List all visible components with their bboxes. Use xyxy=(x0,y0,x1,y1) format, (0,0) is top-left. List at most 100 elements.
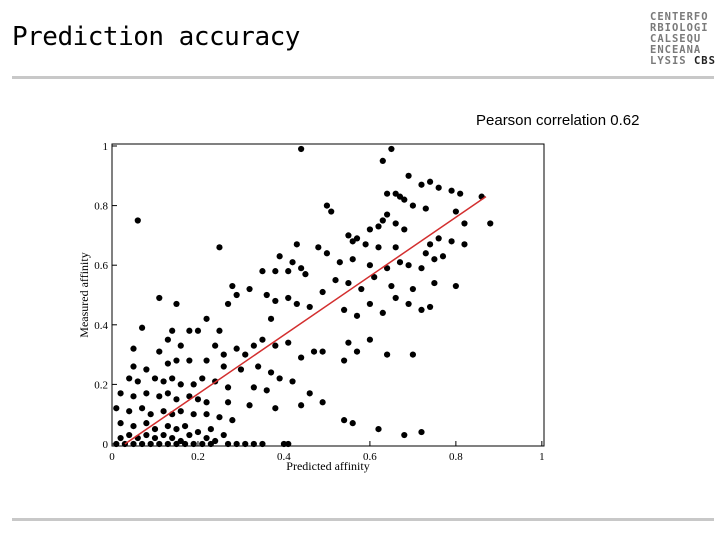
data-point xyxy=(448,187,455,194)
data-point xyxy=(233,440,240,448)
data-point xyxy=(229,417,236,424)
data-point xyxy=(388,145,395,153)
data-point xyxy=(418,428,425,436)
data-point xyxy=(349,420,356,427)
y-tick-label: 1 xyxy=(103,141,109,153)
data-point xyxy=(272,342,279,349)
data-point xyxy=(151,375,159,382)
data-point xyxy=(177,408,184,415)
data-point xyxy=(379,157,386,164)
data-point xyxy=(216,414,223,421)
data-point xyxy=(435,235,442,242)
data-point xyxy=(392,244,399,251)
data-points xyxy=(113,145,494,448)
data-point xyxy=(298,145,305,153)
data-point xyxy=(190,440,197,448)
data-point xyxy=(143,420,150,427)
data-point xyxy=(246,402,253,409)
x-tick-label: 1 xyxy=(539,451,545,463)
data-point xyxy=(212,342,219,349)
data-point xyxy=(164,440,171,448)
data-point xyxy=(272,268,279,275)
data-point xyxy=(177,342,184,349)
data-point xyxy=(143,390,150,397)
data-point xyxy=(190,381,197,388)
data-point xyxy=(366,226,374,233)
data-point xyxy=(272,297,279,305)
logo-line-last: LYSIS xyxy=(650,55,694,67)
data-point xyxy=(224,399,232,406)
data-point xyxy=(353,348,361,355)
x-tick-label: 0.2 xyxy=(191,451,205,463)
data-point xyxy=(130,423,137,430)
x-axis: 0 0.2 0.4 0.6 0.8 1 xyxy=(109,441,545,463)
data-point xyxy=(199,375,206,382)
data-point xyxy=(203,357,210,364)
data-point xyxy=(401,226,408,233)
logo-brand: CBS xyxy=(693,55,716,67)
x-tick-label: 0.4 xyxy=(277,451,291,463)
data-point xyxy=(461,220,468,227)
data-point xyxy=(207,426,214,433)
data-point xyxy=(379,309,386,316)
data-point xyxy=(452,282,459,290)
cbs-logo: CENTERFO RBIOLOGI CALSEQU ENCEANA LYSIS … xyxy=(650,12,716,67)
data-point xyxy=(285,339,292,346)
x-axis-label: Predicted affinity xyxy=(286,459,369,473)
data-point xyxy=(134,217,141,224)
data-point xyxy=(358,285,365,293)
data-point xyxy=(439,253,447,260)
logo-line: ENCEANA xyxy=(650,44,702,56)
data-point xyxy=(224,384,232,391)
y-axis-label: Measured affinity xyxy=(77,252,91,337)
data-point xyxy=(349,256,356,263)
data-point xyxy=(383,190,391,197)
pearson-correlation-label: Pearson correlation 0.62 xyxy=(476,112,640,129)
data-point xyxy=(285,440,292,448)
data-point xyxy=(426,303,434,311)
data-point xyxy=(388,282,395,290)
data-point xyxy=(203,315,210,322)
data-point xyxy=(126,375,133,382)
y-tick-label: 0 xyxy=(103,439,109,451)
logo-line: RBIOLOGI xyxy=(650,22,709,34)
data-point xyxy=(164,423,171,430)
data-point xyxy=(409,202,416,209)
data-point xyxy=(164,360,171,367)
fit-line xyxy=(124,196,487,445)
data-point xyxy=(401,196,408,203)
data-point xyxy=(246,285,253,293)
data-point xyxy=(169,327,176,334)
data-point xyxy=(242,351,249,358)
y-axis: 0 0.2 0.4 0.6 0.8 1 xyxy=(94,141,117,451)
data-point xyxy=(113,405,120,412)
data-point xyxy=(448,238,455,245)
data-point xyxy=(169,434,176,442)
plot-frame xyxy=(111,143,545,447)
data-point xyxy=(147,411,154,418)
data-point xyxy=(366,336,374,343)
title-divider xyxy=(12,76,714,79)
data-point xyxy=(263,291,270,299)
data-point xyxy=(418,265,425,272)
y-tick-label: 0.8 xyxy=(94,201,108,213)
data-point xyxy=(341,357,348,364)
data-point xyxy=(233,291,240,299)
data-point xyxy=(250,440,257,448)
data-point xyxy=(362,241,369,248)
data-point xyxy=(323,202,331,209)
data-point xyxy=(267,369,275,376)
data-point xyxy=(181,423,189,430)
data-point xyxy=(375,426,382,433)
data-point xyxy=(353,312,361,319)
x-tick-label: 0 xyxy=(109,451,115,463)
data-point xyxy=(160,408,167,415)
data-point xyxy=(267,315,275,322)
data-point xyxy=(130,440,137,448)
data-point xyxy=(452,208,459,215)
data-point xyxy=(138,324,146,331)
data-point xyxy=(147,440,154,448)
y-tick-label: 0.4 xyxy=(94,320,108,332)
data-point xyxy=(143,431,150,439)
data-point xyxy=(392,220,399,227)
